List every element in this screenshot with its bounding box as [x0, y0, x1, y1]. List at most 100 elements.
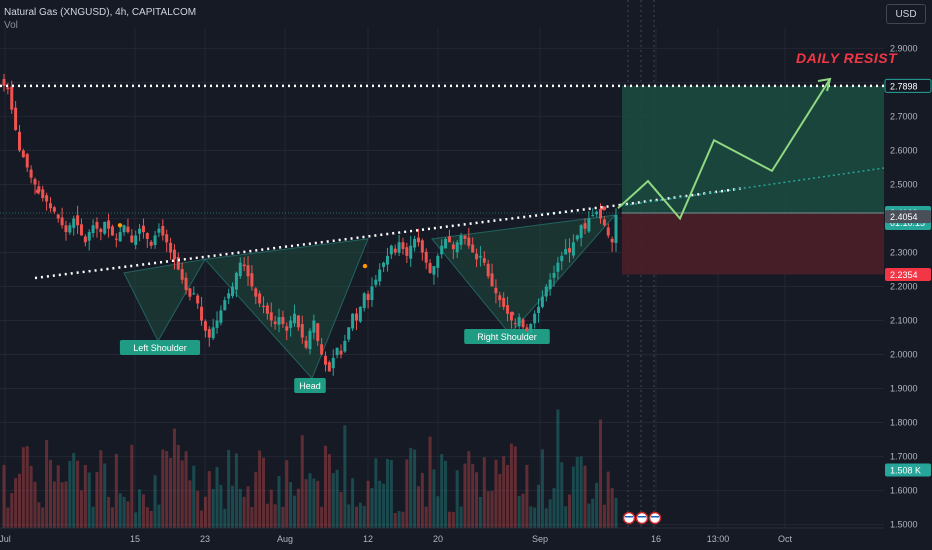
candle-body	[463, 235, 467, 239]
volume-bar	[87, 472, 91, 528]
candle-body	[358, 306, 362, 322]
volume-bar	[83, 464, 87, 528]
candle-body	[296, 315, 300, 328]
time-tick-label: 23	[200, 534, 210, 544]
candle-body	[304, 340, 308, 348]
candle-body	[25, 154, 29, 168]
candle-body	[498, 295, 502, 301]
candle-body	[79, 224, 83, 236]
candle-body	[293, 313, 297, 324]
candle-body	[455, 242, 459, 253]
candle-body	[169, 242, 173, 253]
chart-header: Natural Gas (XNGUSD), 4h, CAPITALCOM Vol	[4, 6, 196, 32]
volume-bar	[215, 467, 219, 528]
projection-line	[617, 78, 831, 221]
candle-body	[362, 293, 366, 309]
candle-body	[397, 242, 401, 253]
volume-bar	[378, 480, 382, 528]
us-flag-icon[interactable]	[648, 511, 662, 525]
us-flag-icon[interactable]	[635, 511, 649, 525]
candle-body	[374, 279, 378, 285]
volume-bar	[254, 471, 258, 528]
candle-body	[184, 277, 188, 290]
candle-body	[265, 305, 269, 314]
volume-bar	[64, 481, 68, 528]
candle-body	[568, 248, 572, 253]
signal-dot	[509, 311, 515, 316]
volume-bar	[161, 449, 165, 528]
candle-body	[509, 313, 513, 321]
volume-indicator-label: Vol	[4, 20, 18, 31]
volume-bar	[134, 512, 138, 528]
volume-bar	[420, 472, 424, 528]
candle-body	[320, 344, 324, 355]
volume-bar	[533, 507, 537, 528]
volume-bar	[544, 508, 548, 528]
volume-bar	[498, 473, 502, 528]
candle-body	[529, 323, 533, 333]
volume-bar	[540, 449, 544, 528]
candle-body	[238, 262, 242, 277]
volume-bar	[382, 483, 386, 528]
volume-bar	[320, 506, 324, 528]
candle-body	[72, 218, 76, 228]
us-flag-icon[interactable]	[622, 511, 636, 525]
candle-body	[41, 189, 45, 199]
pattern-label: Head	[299, 381, 321, 391]
candle-body	[37, 186, 41, 192]
candle-body	[250, 273, 254, 287]
volume-bar	[76, 460, 80, 528]
time-axis: Jul 15 23 Aug 12 20 Sep 16 13:00 Oct	[0, 527, 884, 544]
us-flag-stripe	[638, 516, 646, 518]
volume-bar	[354, 506, 358, 528]
candle-body	[494, 287, 498, 294]
candle-body	[385, 255, 389, 265]
volume-bar	[362, 505, 366, 528]
volume-bar	[68, 460, 72, 528]
volume-bar	[560, 462, 564, 528]
candle-body	[428, 263, 432, 273]
volume-bar	[169, 457, 173, 528]
volume-bar	[180, 460, 184, 528]
candle-body	[351, 313, 355, 329]
volume-bar	[223, 508, 227, 528]
volume-bar	[250, 506, 254, 528]
volume-bar	[234, 453, 238, 528]
volume-bar	[393, 512, 397, 528]
candle-body	[506, 305, 510, 314]
volume-bar	[2, 464, 6, 528]
volume-bar	[227, 449, 231, 528]
price-tick-label: 2.2000	[890, 282, 918, 292]
candle-body	[103, 221, 107, 234]
candle-body	[606, 227, 610, 236]
volume-bar	[602, 504, 606, 528]
volume-bar	[262, 457, 266, 528]
candle-body	[83, 236, 87, 243]
candle-body	[48, 203, 52, 209]
volume-bar	[60, 482, 64, 528]
candle-body	[200, 306, 204, 321]
event-icons[interactable]	[622, 511, 662, 525]
price-label-bg	[884, 78, 932, 93]
volume-bar	[21, 447, 25, 528]
chart-grid	[0, 0, 884, 528]
price-tick-label: 2.3000	[890, 247, 918, 257]
candle-body	[211, 327, 215, 339]
candle-body	[614, 215, 618, 243]
volume-bar	[231, 485, 235, 528]
volume-bar	[41, 507, 45, 528]
price-tick-label: 1.5000	[890, 520, 918, 530]
candle-body	[138, 228, 142, 234]
candle-body	[378, 269, 382, 282]
candle-body	[10, 86, 14, 110]
volume-bar	[323, 445, 327, 528]
candle-body	[424, 251, 428, 263]
candle-body	[432, 266, 436, 275]
take-profit-zone	[622, 85, 884, 214]
currency-button[interactable]: USD	[886, 4, 926, 24]
volume-bar	[273, 504, 277, 528]
price-label: 2.4054	[890, 212, 918, 222]
volume-bar	[397, 510, 401, 528]
volume-bar	[343, 425, 347, 528]
